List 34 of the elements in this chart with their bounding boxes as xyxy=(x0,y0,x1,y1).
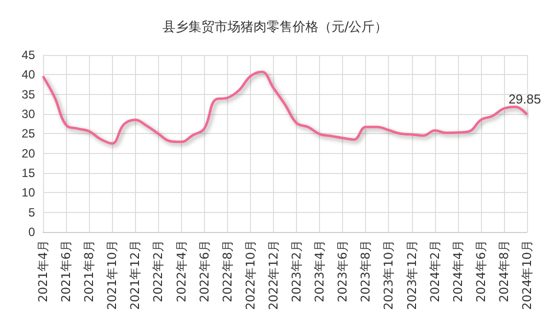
x-tick-label: 2022年8月 xyxy=(220,240,234,302)
y-tick-label: 35 xyxy=(22,87,36,102)
data-label: 29.85 xyxy=(508,92,541,107)
y-tick-label: 15 xyxy=(22,166,36,180)
x-tick-label: 2024年10月 xyxy=(520,240,534,310)
x-tick-label: 2024年2月 xyxy=(428,240,442,302)
y-tick-label: 5 xyxy=(28,205,36,220)
y-tick-label: 0 xyxy=(28,225,36,239)
x-tick-label: 2021年12月 xyxy=(128,240,142,310)
y-tick-label: 30 xyxy=(22,107,36,121)
y-tick-label: 45 xyxy=(22,48,36,62)
x-tick-label: 2021年4月 xyxy=(36,240,50,302)
x-tick-label: 2021年6月 xyxy=(59,240,74,302)
y-tick-label: 10 xyxy=(22,186,36,200)
x-tick-label: 2022年12月 xyxy=(266,240,280,310)
x-tick-label: 2023年6月 xyxy=(336,240,350,302)
x-tick-label: 2023年12月 xyxy=(404,240,419,310)
x-tick-label: 2021年10月 xyxy=(105,240,120,310)
y-tick-label: 25 xyxy=(22,126,36,141)
x-tick-label: 2022年10月 xyxy=(243,240,258,310)
y-tick-label: 20 xyxy=(22,146,36,160)
y-tick-label: 40 xyxy=(22,68,36,82)
x-tick-label: 2023年4月 xyxy=(312,240,327,302)
chart-title: 县乡集贸市场猪肉零售价格（元/公斤） xyxy=(162,20,388,35)
x-tick-label: 2023年2月 xyxy=(290,240,304,302)
x-tick-label: 2022年2月 xyxy=(151,240,166,302)
x-tick-label: 2023年8月 xyxy=(358,240,373,302)
x-tick-label: 2024年4月 xyxy=(450,240,465,302)
x-tick-label: 2021年8月 xyxy=(82,240,96,302)
x-tick-label: 2022年6月 xyxy=(197,240,212,302)
x-tick-label: 2023年10月 xyxy=(382,240,396,310)
x-tick-label: 2024年8月 xyxy=(496,240,511,302)
x-tick-label: 2024年6月 xyxy=(474,240,488,302)
x-tick-label: 2022年4月 xyxy=(174,240,188,302)
